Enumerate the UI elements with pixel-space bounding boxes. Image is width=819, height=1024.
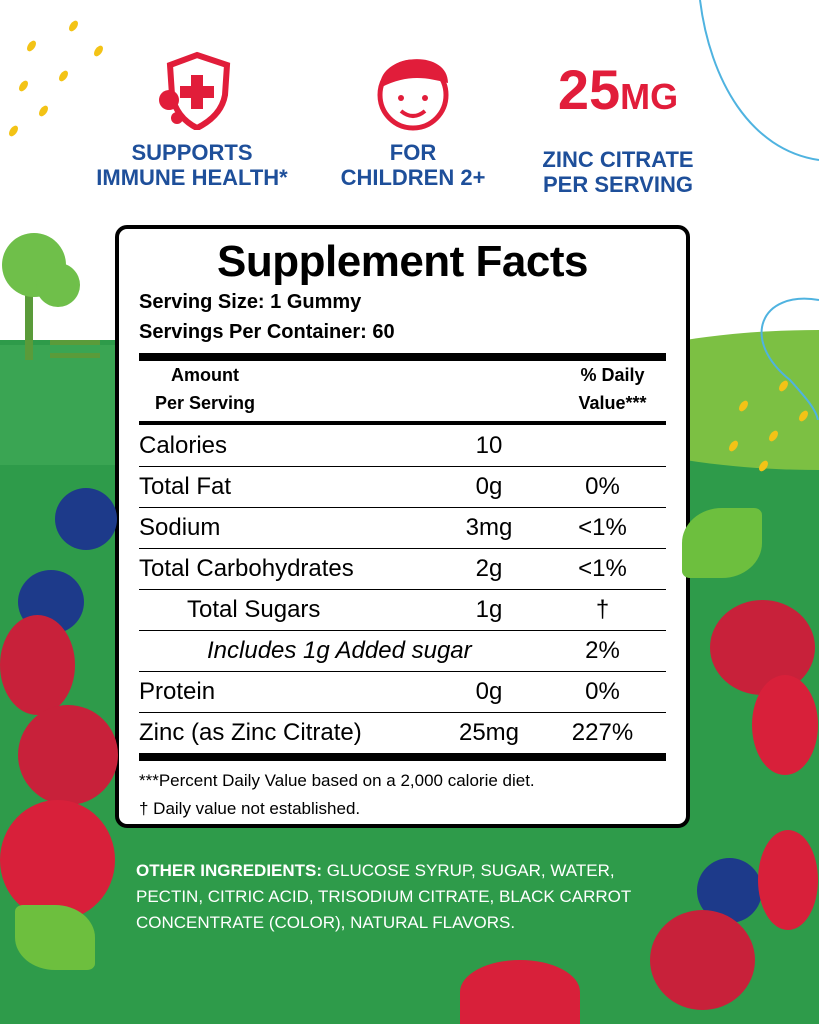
dot bbox=[67, 19, 80, 33]
nutrient-dv: <1% bbox=[578, 514, 627, 541]
other-ingredients: OTHER INGREDIENTS: GLUCOSE SYRUP, SUGAR,… bbox=[136, 858, 676, 936]
facts-row: Total Fat 0g 0% bbox=[139, 466, 666, 507]
feature-immune: SUPPORTS IMMUNE HEALTH* bbox=[92, 40, 292, 190]
raspberry bbox=[758, 830, 818, 930]
feature-zinc: 25MG ZINC CITRATE PER SERVING bbox=[518, 40, 718, 197]
nutrient-name: Calories bbox=[139, 431, 228, 459]
blueberry bbox=[55, 488, 117, 550]
facts-row: Sodium 3mg <1% bbox=[139, 507, 666, 548]
divider bbox=[139, 421, 666, 425]
nutrient-dv: 0% bbox=[585, 473, 620, 500]
strawberry bbox=[460, 960, 580, 1024]
feature-line: CHILDREN 2+ bbox=[340, 165, 486, 190]
feature-line: IMMUNE HEALTH* bbox=[96, 165, 288, 190]
facts-row: Total Carbohydrates 2g <1% bbox=[139, 548, 666, 589]
nutrient-amount: 0g bbox=[475, 473, 503, 500]
nutrient-amount: 2g bbox=[475, 555, 503, 582]
facts-row: Includes 1g Added sugar 2% bbox=[139, 630, 666, 671]
nutrient-amount: 10 bbox=[475, 431, 503, 459]
nutrient-amount: 3mg bbox=[465, 514, 513, 541]
nutrient-dv: 227% bbox=[571, 719, 634, 746]
supplement-facts-panel: Supplement Facts Serving Size: 1 Gummy S… bbox=[115, 225, 690, 828]
facts-rows: Calories 10 Total Fat 0g 0% Sodium 3mg <1% Total… bbox=[139, 425, 666, 753]
feature-line: ZINC CITRATE bbox=[542, 147, 694, 172]
amount-header: Per Serving bbox=[155, 393, 256, 413]
servings-per-container: Servings Per Container: 60 bbox=[139, 321, 395, 343]
feature-line: FOR bbox=[389, 140, 437, 165]
nutrient-name: Sodium bbox=[139, 514, 221, 541]
dot bbox=[7, 124, 20, 138]
tree-icon bbox=[2, 233, 100, 360]
other-ingredients-text: GLUCOSE SYRUP, SUGAR, WATER, PECTIN, CIT… bbox=[136, 861, 631, 932]
serving-size: Serving Size: 1 Gummy bbox=[139, 291, 362, 313]
facts-header: Amount Per Serving % Daily Value*** bbox=[139, 361, 666, 421]
nutrient-name: Total Fat bbox=[139, 473, 232, 500]
child-face-icon bbox=[313, 40, 513, 140]
nutrient-amount: 1g bbox=[475, 596, 503, 623]
facts-row: Total Sugars 1g † bbox=[139, 589, 666, 630]
dv-header: % Daily bbox=[580, 365, 645, 385]
zinc-number: 25 bbox=[557, 58, 621, 121]
leaf bbox=[15, 905, 95, 970]
nutrient-name: Total Carbohydrates bbox=[139, 555, 354, 582]
facts-row: Zinc (as Zinc Citrate) 25mg 227% bbox=[139, 712, 666, 753]
nutrient-name: Includes 1g Added sugar bbox=[207, 637, 472, 664]
amount-header: Amount bbox=[171, 365, 239, 385]
dot bbox=[37, 104, 50, 118]
raspberry-gummy bbox=[0, 615, 75, 715]
leaf bbox=[682, 508, 762, 578]
nutrient-amount: 0g bbox=[475, 678, 503, 705]
other-ingredients-label: OTHER INGREDIENTS: bbox=[136, 861, 323, 880]
divider bbox=[139, 753, 666, 761]
zinc-amount: 25MG bbox=[518, 40, 718, 147]
dot bbox=[25, 39, 38, 53]
feature-line: PER SERVING bbox=[543, 172, 693, 197]
dot bbox=[57, 69, 70, 83]
shield-cross-icon bbox=[92, 40, 292, 140]
decorative-curve bbox=[699, 0, 819, 420]
nutrient-dv: 2% bbox=[585, 637, 620, 664]
raspberry-gummy bbox=[18, 705, 118, 805]
nutrient-name: Protein bbox=[139, 678, 216, 705]
footnote: † Daily value not established. bbox=[139, 799, 361, 818]
raspberry bbox=[752, 675, 818, 775]
dot bbox=[17, 79, 30, 93]
footnote: ***Percent Daily Value based on a 2,000 … bbox=[139, 771, 535, 790]
raspberry-gummy bbox=[650, 910, 755, 1010]
zinc-unit: MG bbox=[620, 76, 679, 117]
nutrient-name: Total Sugars bbox=[187, 596, 321, 623]
feature-children: FOR CHILDREN 2+ bbox=[313, 40, 513, 190]
feature-line: SUPPORTS bbox=[131, 140, 253, 165]
nutrient-amount: 25mg bbox=[458, 719, 520, 746]
dv-header: Value*** bbox=[578, 393, 647, 413]
nutrient-dv: <1% bbox=[578, 555, 627, 582]
nutrient-dv: 0% bbox=[585, 678, 620, 705]
facts-row: Protein 0g 0% bbox=[139, 671, 666, 712]
facts-row: Calories 10 bbox=[139, 425, 666, 466]
strawberry bbox=[0, 800, 115, 920]
facts-title: Supplement Facts bbox=[217, 237, 588, 286]
divider bbox=[139, 353, 666, 361]
nutrient-name: Zinc (as Zinc Citrate) bbox=[139, 719, 362, 746]
nutrient-dv: † bbox=[595, 596, 610, 623]
